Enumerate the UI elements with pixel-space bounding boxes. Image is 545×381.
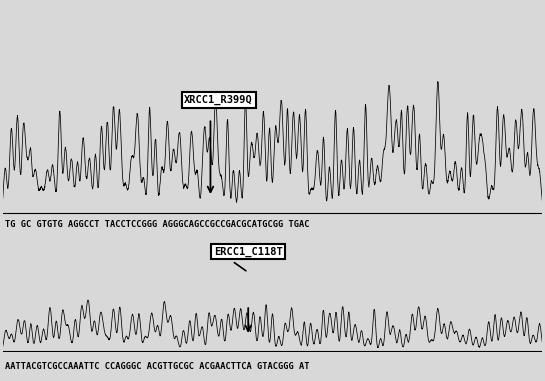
Text: XRCC1_R399Q: XRCC1_R399Q — [184, 95, 253, 105]
Text: ERCC1_C118T: ERCC1_C118T — [214, 247, 283, 256]
Text: AATTACGTCGCCAAATTC CCAGGGC ACGTTGCGC ACGAACTTCA GTACGGG AT: AATTACGTCGCCAAATTC CCAGGGC ACGTTGCGC ACG… — [5, 362, 310, 371]
Text: TG GC GTGTG AGGCCT TACCTCCGGG AGGGCAGCCGCCGACGCATGCGG TGAC: TG GC GTGTG AGGCCT TACCTCCGGG AGGGCAGCCG… — [5, 220, 310, 229]
